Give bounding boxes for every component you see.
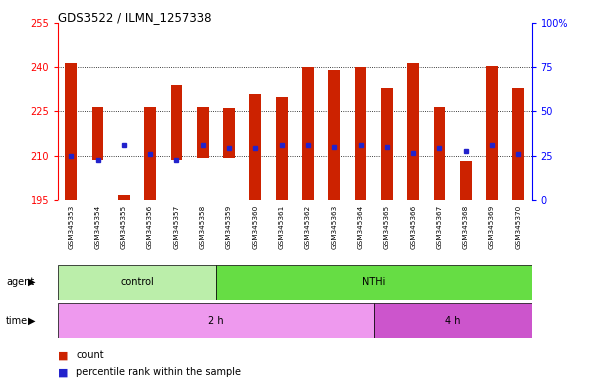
Text: GSM345355: GSM345355 xyxy=(121,205,127,249)
Bar xyxy=(65,63,77,200)
Text: ▶: ▶ xyxy=(28,316,35,326)
Text: ▶: ▶ xyxy=(28,277,35,287)
Bar xyxy=(354,67,367,200)
Text: GSM345354: GSM345354 xyxy=(95,205,100,249)
Text: 4 h: 4 h xyxy=(445,316,461,326)
Bar xyxy=(118,195,130,200)
Text: GSM345369: GSM345369 xyxy=(489,205,495,249)
Bar xyxy=(408,63,419,200)
Bar xyxy=(144,107,156,200)
Text: agent: agent xyxy=(6,277,34,287)
Text: count: count xyxy=(76,350,104,360)
Text: ■: ■ xyxy=(58,367,68,377)
Text: GSM345360: GSM345360 xyxy=(252,205,258,249)
Text: GSM345362: GSM345362 xyxy=(305,205,311,249)
Bar xyxy=(58,265,216,300)
Bar xyxy=(513,88,524,200)
Text: time: time xyxy=(6,316,28,326)
Text: GSM345368: GSM345368 xyxy=(463,205,469,249)
Text: ■: ■ xyxy=(58,350,68,360)
Text: NTHi: NTHi xyxy=(362,277,386,287)
Bar xyxy=(460,161,472,200)
Text: GSM345364: GSM345364 xyxy=(357,205,364,249)
Text: GSM345353: GSM345353 xyxy=(68,205,74,249)
Text: GSM345361: GSM345361 xyxy=(279,205,285,249)
Bar xyxy=(374,303,532,338)
Text: GSM345359: GSM345359 xyxy=(226,205,232,249)
Bar xyxy=(434,107,445,200)
Text: GSM345357: GSM345357 xyxy=(174,205,180,249)
Bar xyxy=(216,265,532,300)
Text: GSM345365: GSM345365 xyxy=(384,205,390,249)
Bar xyxy=(249,94,262,200)
Bar xyxy=(328,70,340,200)
Bar xyxy=(92,107,103,160)
Bar xyxy=(302,67,314,200)
Bar xyxy=(197,107,208,159)
Text: GDS3522 / ILMN_1257338: GDS3522 / ILMN_1257338 xyxy=(58,12,211,25)
Text: control: control xyxy=(120,277,154,287)
Text: GSM345363: GSM345363 xyxy=(331,205,337,249)
Text: GSM345366: GSM345366 xyxy=(410,205,416,249)
Bar xyxy=(276,97,288,200)
Bar xyxy=(58,303,374,338)
Bar xyxy=(381,88,393,200)
Bar xyxy=(486,66,498,200)
Text: GSM345367: GSM345367 xyxy=(436,205,442,249)
Text: 2 h: 2 h xyxy=(208,316,224,326)
Text: GSM345356: GSM345356 xyxy=(147,205,153,249)
Bar xyxy=(170,85,182,160)
Bar xyxy=(223,108,235,159)
Text: percentile rank within the sample: percentile rank within the sample xyxy=(76,367,241,377)
Text: GSM345358: GSM345358 xyxy=(200,205,206,249)
Text: GSM345370: GSM345370 xyxy=(516,205,521,249)
